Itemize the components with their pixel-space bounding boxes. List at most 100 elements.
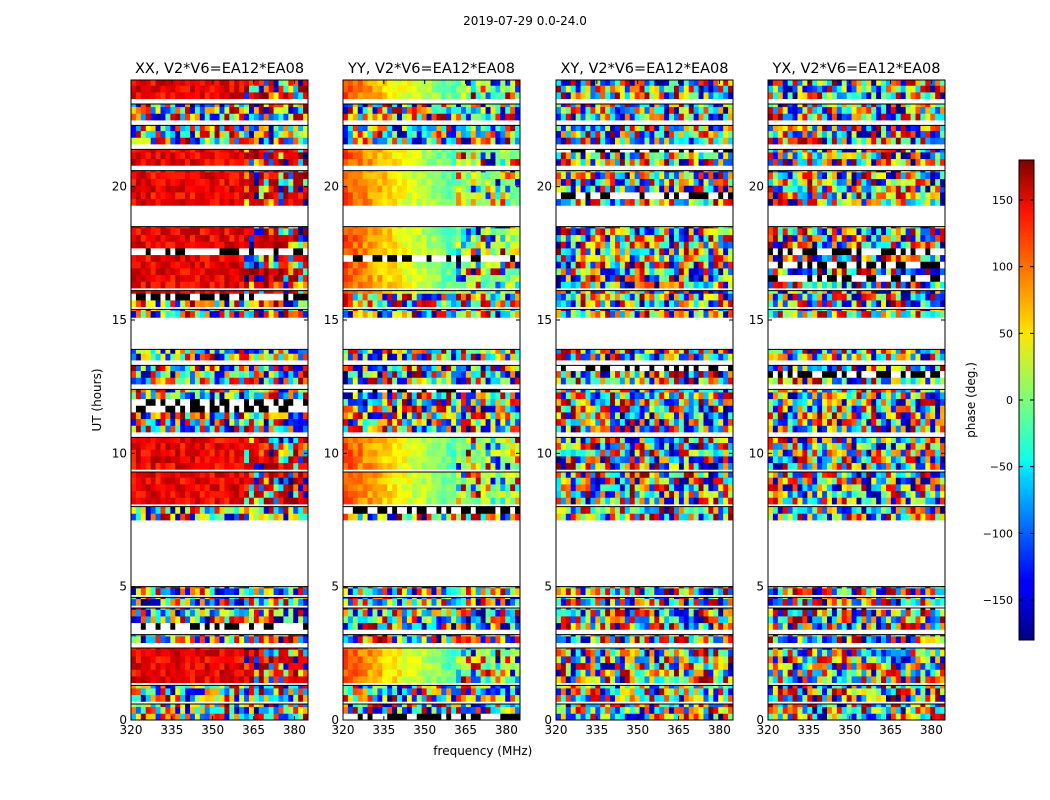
heatmap-cell	[180, 152, 186, 160]
heatmap-cell	[402, 281, 408, 289]
heatmap-cell	[485, 268, 491, 276]
heatmap-cell	[436, 353, 442, 361]
heatmap-cell	[451, 662, 457, 670]
heatmap-cell	[441, 300, 447, 308]
heatmap-cell	[343, 609, 349, 617]
heatmap-cell	[219, 309, 225, 312]
heatmap-cell	[214, 648, 220, 650]
heatmap-cell	[190, 616, 196, 624]
heatmap-cell	[421, 497, 427, 505]
heatmap-cell	[131, 80, 137, 86]
heatmap-cell	[298, 586, 304, 589]
heatmap-cell	[293, 389, 299, 393]
heatmap-cell	[185, 293, 191, 301]
heatmap-cell	[411, 241, 418, 249]
heatmap-cell	[249, 377, 255, 385]
heatmap-cell	[451, 389, 457, 393]
heatmap-cell	[185, 456, 191, 464]
heatmap-cell	[465, 290, 472, 294]
heatmap-cell	[263, 234, 270, 242]
heatmap-cell	[234, 290, 240, 294]
heatmap-cell	[515, 370, 521, 378]
heatmap-cell	[431, 310, 437, 318]
heatmap-cell	[392, 506, 398, 514]
heatmap-cell	[475, 456, 482, 464]
heatmap-cell	[397, 353, 403, 361]
heatmap-cell	[140, 449, 147, 457]
heatmap-cell	[140, 685, 147, 689]
heatmap-cell	[170, 634, 176, 637]
heatmap-cell	[229, 656, 235, 664]
heatmap-cell	[239, 92, 245, 100]
heatmap-cell	[180, 113, 186, 121]
heatmap-cell	[155, 497, 161, 505]
heatmap-cell	[131, 586, 137, 589]
heatmap-cell	[185, 185, 191, 193]
heatmap-cell	[465, 268, 472, 276]
heatmap-cell	[273, 241, 279, 249]
heatmap-cell	[436, 513, 442, 521]
heatmap-cell	[298, 662, 304, 670]
heatmap-cell	[268, 704, 274, 708]
heatmap-cell	[199, 152, 206, 160]
heatmap-cell	[190, 228, 196, 236]
heatmap-cell	[160, 370, 166, 378]
heatmap-cell	[204, 152, 211, 160]
heatmap-cell	[387, 713, 393, 721]
heatmap-cell	[456, 588, 462, 596]
heatmap-cell	[165, 704, 171, 708]
heatmap-cell	[416, 281, 423, 289]
heatmap-cell	[303, 656, 309, 664]
heatmap-cell	[283, 241, 289, 249]
heatmap-cell	[229, 370, 235, 378]
heatmap-cell	[288, 370, 294, 378]
heatmap-cell	[263, 185, 270, 193]
heatmap-cell	[293, 268, 299, 276]
heatmap-cell	[175, 490, 181, 498]
heatmap-cell	[357, 442, 364, 450]
heatmap-cell	[446, 472, 452, 478]
heatmap-cell	[298, 92, 304, 100]
heatmap-cell	[234, 281, 240, 289]
heatmap-cell	[382, 309, 388, 312]
heatmap-cell	[204, 497, 211, 505]
heatmap-cell	[180, 125, 186, 132]
heatmap-cell	[500, 648, 506, 650]
heatmap-cell	[273, 442, 279, 450]
heatmap-cell	[145, 300, 152, 308]
heatmap-cell	[140, 694, 147, 702]
heatmap-cell	[465, 449, 472, 457]
heatmap-cell	[402, 597, 408, 600]
heatmap-cell	[357, 662, 364, 670]
heatmap-cell	[505, 662, 511, 670]
heatmap-cell	[249, 449, 255, 457]
heatmap-cell	[451, 598, 457, 606]
heatmap-cell	[194, 597, 201, 600]
heatmap-cell	[505, 290, 511, 294]
heatmap-cell	[131, 704, 137, 708]
heatmap-cell	[387, 490, 393, 498]
heatmap-cell	[214, 588, 220, 596]
heatmap-cell	[190, 178, 196, 186]
heatmap-cell	[431, 268, 437, 276]
heatmap-cell	[204, 125, 211, 132]
heatmap-cell	[214, 425, 220, 433]
heatmap-cell	[194, 106, 201, 114]
heatmap-cell	[175, 456, 181, 464]
heatmap-cell	[150, 676, 156, 684]
heatmap-cell	[249, 389, 255, 393]
heatmap-cell	[343, 412, 349, 420]
heatmap-cell	[258, 616, 265, 624]
heatmap-cell	[298, 634, 304, 637]
heatmap-cell	[470, 377, 477, 385]
heatmap-cell	[283, 130, 289, 138]
heatmap-cell	[185, 472, 191, 478]
heatmap-cell	[293, 706, 299, 714]
heatmap-cell	[490, 309, 496, 312]
heatmap-cell	[352, 688, 359, 696]
heatmap-cell	[510, 649, 516, 657]
heatmap-cell	[135, 449, 142, 457]
heatmap-cell	[283, 310, 289, 318]
heatmap-cell	[239, 437, 245, 444]
heatmap-cell	[214, 149, 220, 153]
